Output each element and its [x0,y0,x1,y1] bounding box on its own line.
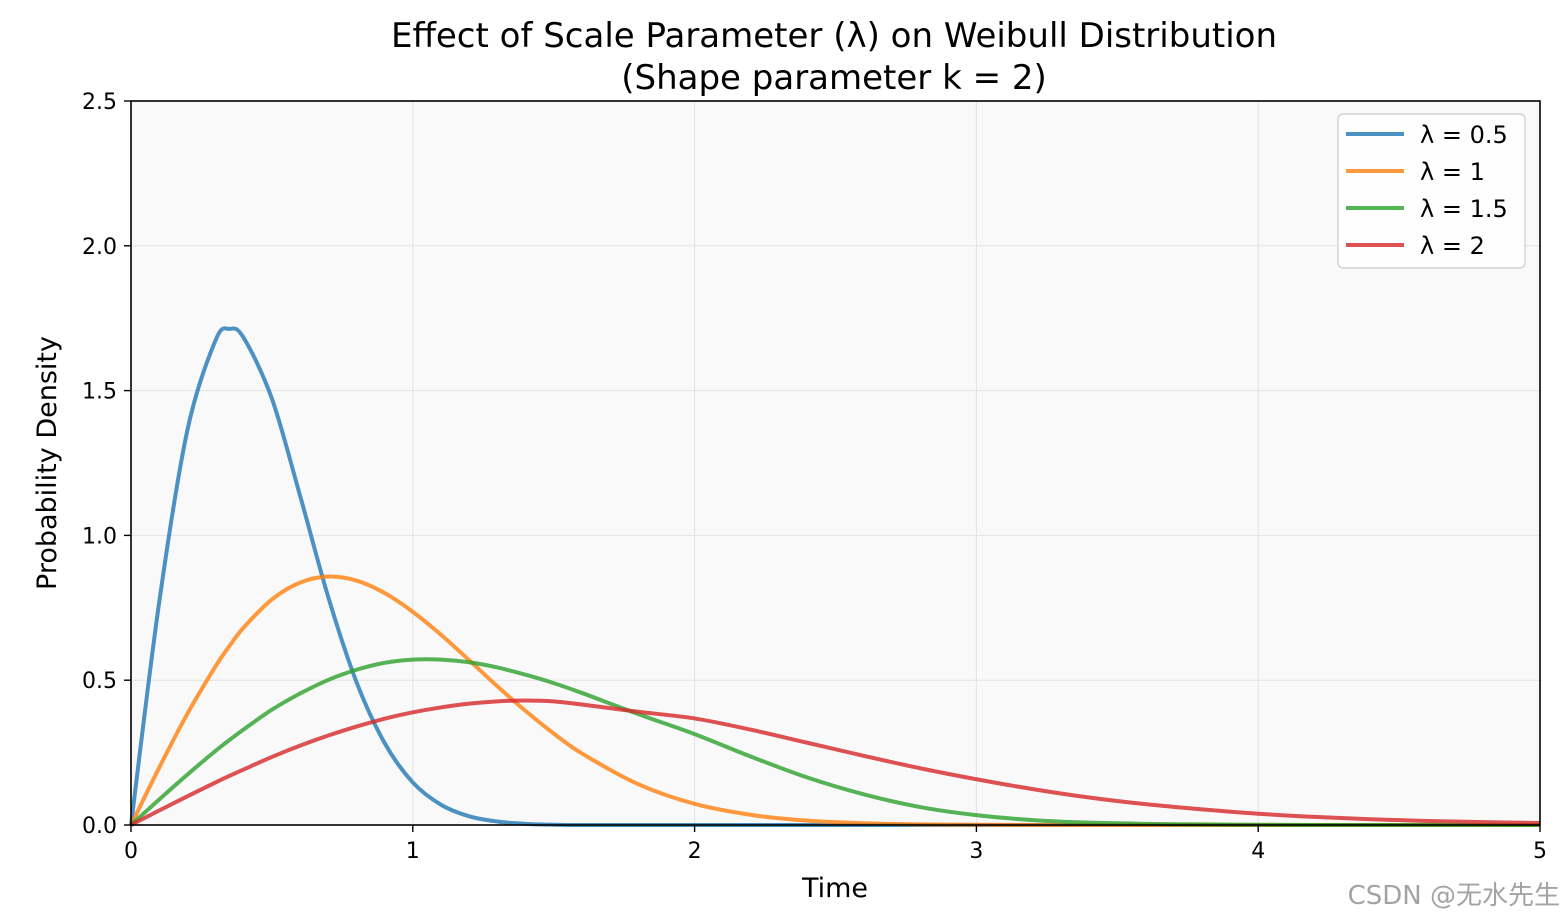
legend-label: λ = 1.5 [1420,195,1508,223]
legend-box [1337,113,1526,269]
y-tick-label: 2.0 [82,235,117,260]
watermark-text: CSDN @无水先生 [1348,881,1560,911]
y-tick-label: 1.0 [82,524,117,549]
y-tick-label: 1.5 [82,380,117,405]
legend: λ = 0.5 λ = 1 λ = 1.5 λ = 2 [1337,113,1526,269]
x-tick-label: 3 [969,839,983,864]
series-line-4 [130,698,1541,827]
x-tick-label: 2 [688,839,702,864]
legend-label: λ = 0.5 [1420,121,1508,149]
y-axis-ticks: 0.0 0.5 1.0 1.5 2.0 2.5 [82,90,131,839]
x-tick-label: 1 [406,839,420,864]
legend-label: λ = 1 [1420,158,1485,186]
y-tick-label: 2.5 [82,90,117,115]
x-axis-ticks: 0 1 2 3 4 5 [124,825,1547,864]
x-tick-label: 0 [124,839,138,864]
y-axis-label: Probability Density [32,336,63,590]
x-tick-label: 5 [1533,839,1547,864]
x-tick-label: 4 [1251,839,1265,864]
x-axis-label: Time [801,873,868,904]
axes-frame [130,100,1541,826]
legend-label: λ = 2 [1420,232,1485,260]
y-tick-label: 0.0 [82,814,117,839]
plot-area [131,101,1540,825]
y-tick-label: 0.5 [82,669,117,694]
chart-subtitle: (Shape parameter k = 2) [621,58,1047,98]
chart-title: Effect of Scale Parameter (λ) on Weibull… [391,16,1277,56]
